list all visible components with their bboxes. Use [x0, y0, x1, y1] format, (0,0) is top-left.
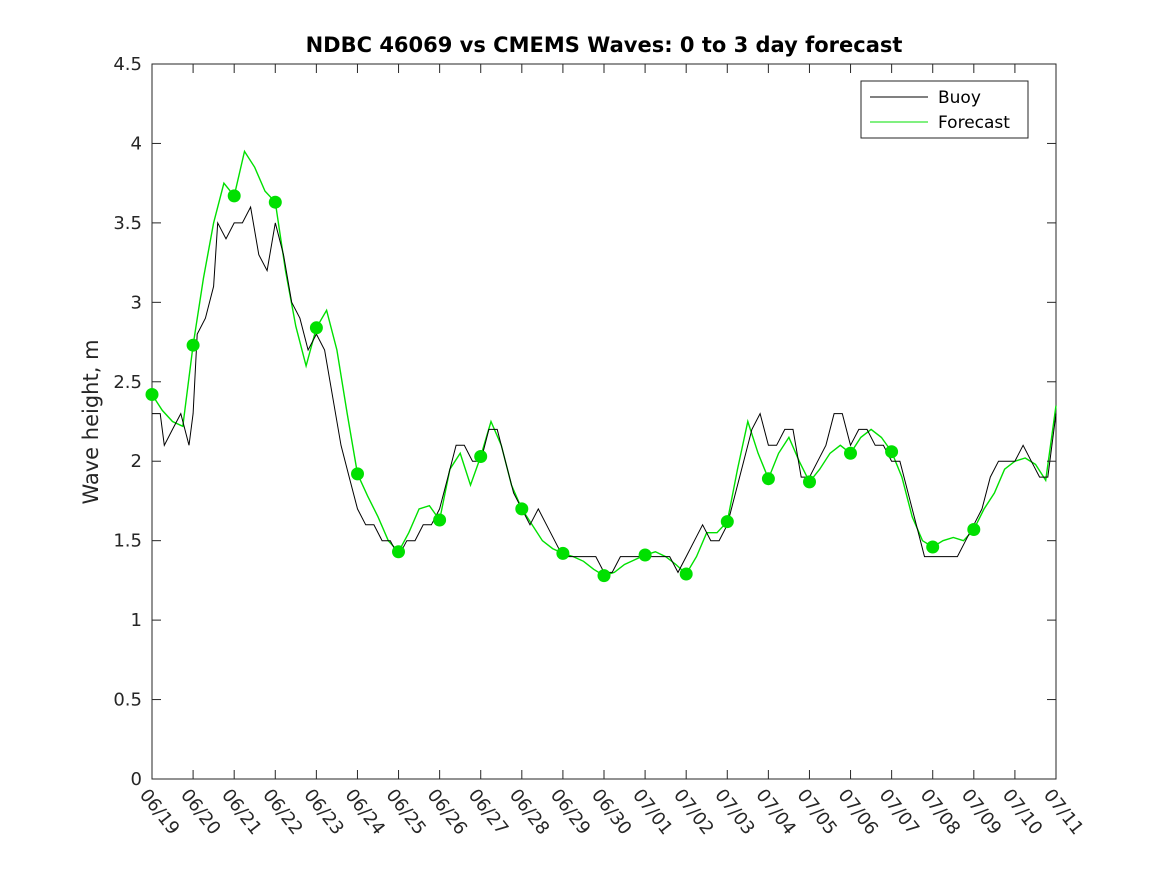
- y-tick-label: 0.5: [113, 690, 142, 711]
- forecast-marker: [474, 450, 488, 463]
- legend-forecast-label: Forecast: [938, 113, 1010, 133]
- forecast-marker: [597, 569, 611, 583]
- legend: Buoy Forecast: [860, 80, 1029, 139]
- legend-box: [860, 80, 1029, 139]
- chart-title: NDBC 46069 vs CMEMS Waves: 0 to 3 day fo…: [306, 33, 903, 57]
- forecast-marker: [926, 540, 940, 554]
- forecast-marker: [515, 502, 529, 516]
- plot-area: [145, 63, 1057, 780]
- forecast-marker: [885, 445, 899, 459]
- y-axis-label: Wave height, m: [79, 339, 103, 504]
- forecast-marker: [803, 475, 816, 489]
- legend-buoy-label: Buoy: [938, 88, 981, 108]
- y-tick-label: 4.5: [113, 54, 142, 75]
- y-axis: 0 0.5 1 1.5 2 2.5 3 3.5 4 4.5: [113, 54, 1056, 790]
- y-tick-label: 3: [131, 292, 142, 313]
- forecast-marker: [761, 472, 775, 486]
- y-tick-label: 4: [131, 133, 142, 154]
- forecast-marker: [392, 545, 405, 559]
- buoy-line-group: [152, 205, 1057, 574]
- forecast-marker: [967, 523, 981, 536]
- forecast-marker: [844, 446, 857, 460]
- forecast-markers: [145, 189, 981, 583]
- y-tick-label: 1: [131, 610, 142, 631]
- forecast-marker: [351, 467, 364, 481]
- forecast-marker: [268, 195, 282, 209]
- forecast-marker: [679, 567, 693, 581]
- y-tick-label: 0: [131, 769, 142, 790]
- forecast-marker: [227, 189, 241, 203]
- y-tick-label: 2.5: [113, 372, 142, 393]
- y-tick-label: 3.5: [113, 213, 142, 234]
- buoy-line: [152, 205, 1057, 574]
- forecast-marker: [309, 321, 323, 335]
- y-tick-label: 1.5: [113, 531, 142, 552]
- forecast-marker: [433, 513, 447, 527]
- forecast-marker: [556, 546, 570, 560]
- forecast-marker: [186, 338, 200, 352]
- forecast-marker: [720, 515, 734, 529]
- forecast-marker: [638, 548, 652, 562]
- y-tick-label: 2: [131, 451, 142, 472]
- forecast-marker: [145, 388, 159, 401]
